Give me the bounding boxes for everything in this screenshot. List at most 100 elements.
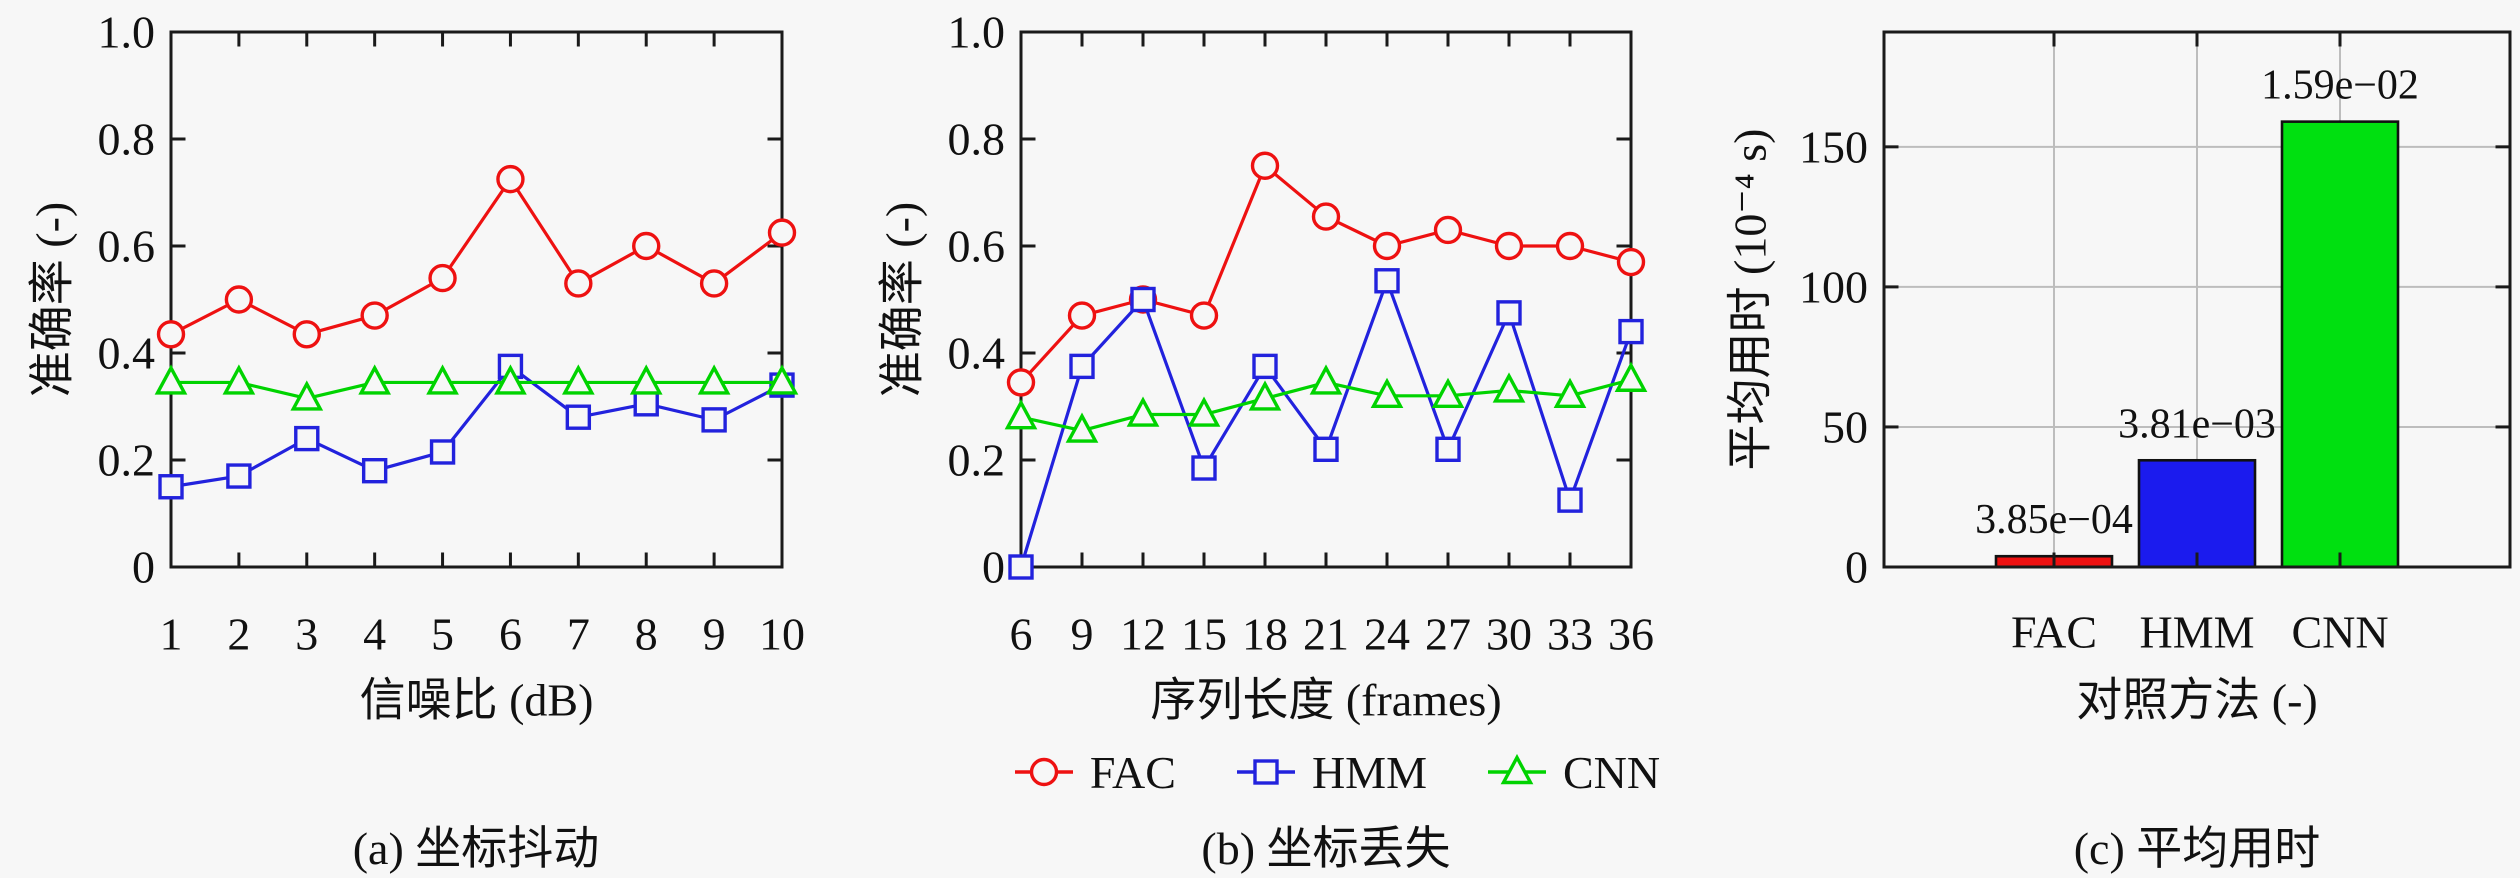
series-hmm-b xyxy=(1008,268,1644,580)
fac-marker xyxy=(1311,202,1341,231)
hmm-marker xyxy=(1008,554,1034,580)
fac-marker xyxy=(224,285,254,314)
fac-circle-icon xyxy=(1014,757,1073,787)
hmm-marker xyxy=(1618,318,1644,345)
fac-marker xyxy=(1006,368,1036,397)
bar-value-label: 1.59e−02 xyxy=(2261,63,2419,109)
caption-c: (c) 平均用时 xyxy=(2073,823,2321,874)
x-tick-label: 5 xyxy=(431,609,454,660)
cnn-marker xyxy=(561,364,595,395)
category-label: FAC xyxy=(2011,607,2097,658)
bar-value-label: 3.85e−04 xyxy=(1975,497,2133,543)
cnn-marker xyxy=(629,364,663,395)
y-tick-label: 0.8 xyxy=(948,114,1006,165)
hmm-marker xyxy=(701,407,727,433)
x-tick-label: 3 xyxy=(295,609,318,660)
x-tick-label: 2 xyxy=(227,609,250,660)
fac-marker xyxy=(292,320,321,349)
y-tick-label: 1.0 xyxy=(948,7,1006,58)
fac-marker xyxy=(767,218,797,247)
series-fac-b xyxy=(1006,151,1646,397)
bar-cnn xyxy=(2280,120,2400,569)
fac-line xyxy=(170,177,783,336)
plot-frame xyxy=(1882,30,2512,569)
cnn-marker xyxy=(290,380,324,411)
x-tick-label: 15 xyxy=(1181,609,1227,660)
fac-marker xyxy=(1494,231,1524,261)
x-tick-label: 18 xyxy=(1242,609,1288,660)
x-tick-label: 1 xyxy=(160,609,183,660)
legend-item-fac: FAC xyxy=(1012,746,1176,799)
y-tick-label: 150 xyxy=(1799,121,1868,172)
x-tick-label: 33 xyxy=(1547,609,1593,660)
y-tick-label: 0 xyxy=(1845,542,1868,593)
x-tick-label: 6 xyxy=(499,609,522,660)
y-axis-label: 准确率 (-) xyxy=(877,202,928,397)
cnn-marker xyxy=(1248,380,1282,411)
fac-marker xyxy=(1433,215,1463,245)
x-axis-label: 信噪比 (dB) xyxy=(360,675,594,726)
hmm-marker xyxy=(294,425,320,452)
hmm-marker xyxy=(361,458,388,484)
hmm-marker xyxy=(1496,300,1522,326)
x-axis-label: 对照方法 (-) xyxy=(2076,675,2317,726)
cnn-marker xyxy=(1065,412,1099,443)
x-tick-label: 6 xyxy=(1010,609,1033,660)
hmm-marker xyxy=(1252,353,1278,380)
x-tick-label: 4 xyxy=(363,609,386,660)
hmm-marker xyxy=(226,463,252,489)
hmm-line xyxy=(170,364,783,489)
legend: FAC HMM CNN xyxy=(946,744,1726,800)
fac-line xyxy=(1019,164,1632,384)
x-tick-label: 21 xyxy=(1303,609,1349,660)
legend-item-cnn: CNN xyxy=(1485,746,1660,799)
x-axis-label: 序列长度 (frames) xyxy=(1150,675,1501,726)
series-hmm-a xyxy=(158,353,795,500)
hmm-marker xyxy=(1069,353,1095,380)
fac-marker xyxy=(1616,247,1646,277)
x-tick-label: 9 xyxy=(703,609,726,660)
cnn-marker xyxy=(1614,361,1648,392)
y-tick-label: 1.0 xyxy=(98,7,156,58)
caption-a: (a) 坐标抖动 xyxy=(352,823,600,874)
cnn-marker xyxy=(1126,396,1160,427)
x-tick-label: 7 xyxy=(567,609,590,660)
fac-marker xyxy=(1250,151,1280,180)
fac-marker xyxy=(1067,301,1097,330)
cnn-marker xyxy=(494,364,527,395)
fac-marker xyxy=(699,269,729,298)
fac-marker xyxy=(564,269,593,298)
y-tick-label: 100 xyxy=(1799,261,1868,312)
bar-hmm xyxy=(2137,458,2257,569)
fac-marker xyxy=(360,301,389,330)
legend-marker xyxy=(1253,759,1279,785)
cnn-marker xyxy=(1370,377,1404,408)
y-tick-label: 0.4 xyxy=(948,328,1006,379)
y-tick-label: 0.2 xyxy=(948,435,1006,486)
fac-marker xyxy=(1189,301,1219,330)
cnn-triangle-icon xyxy=(1487,754,1546,785)
x-tick-label: 36 xyxy=(1608,609,1654,660)
hmm-marker xyxy=(1557,487,1583,513)
x-tick-label: 30 xyxy=(1486,609,1532,660)
cnn-marker xyxy=(1004,399,1038,430)
x-tick-label: 8 xyxy=(635,609,658,660)
hmm-marker xyxy=(565,404,592,430)
fac-marker xyxy=(632,231,661,261)
x-tick-label: 27 xyxy=(1425,609,1471,660)
y-tick-label: 50 xyxy=(1822,401,1868,452)
hmm-marker xyxy=(1130,286,1156,313)
x-tick-label: 10 xyxy=(759,609,805,660)
category-label: HMM xyxy=(2139,607,2254,658)
legend-marker xyxy=(1029,757,1059,787)
cnn-marker xyxy=(697,364,731,395)
cnn-marker xyxy=(358,364,392,395)
fac-marker xyxy=(496,164,525,194)
cnn-marker xyxy=(222,364,256,395)
cnn-line xyxy=(171,380,782,401)
hmm-marker xyxy=(1191,455,1217,481)
chart-b: 6 9 12 15 18 21 24 27 30 33 36 0 0.2 0.4 0.6 0.8 1.0 序列长度… xyxy=(877,7,1655,726)
hmm-marker xyxy=(633,391,659,417)
category-label: CNN xyxy=(2291,607,2388,658)
